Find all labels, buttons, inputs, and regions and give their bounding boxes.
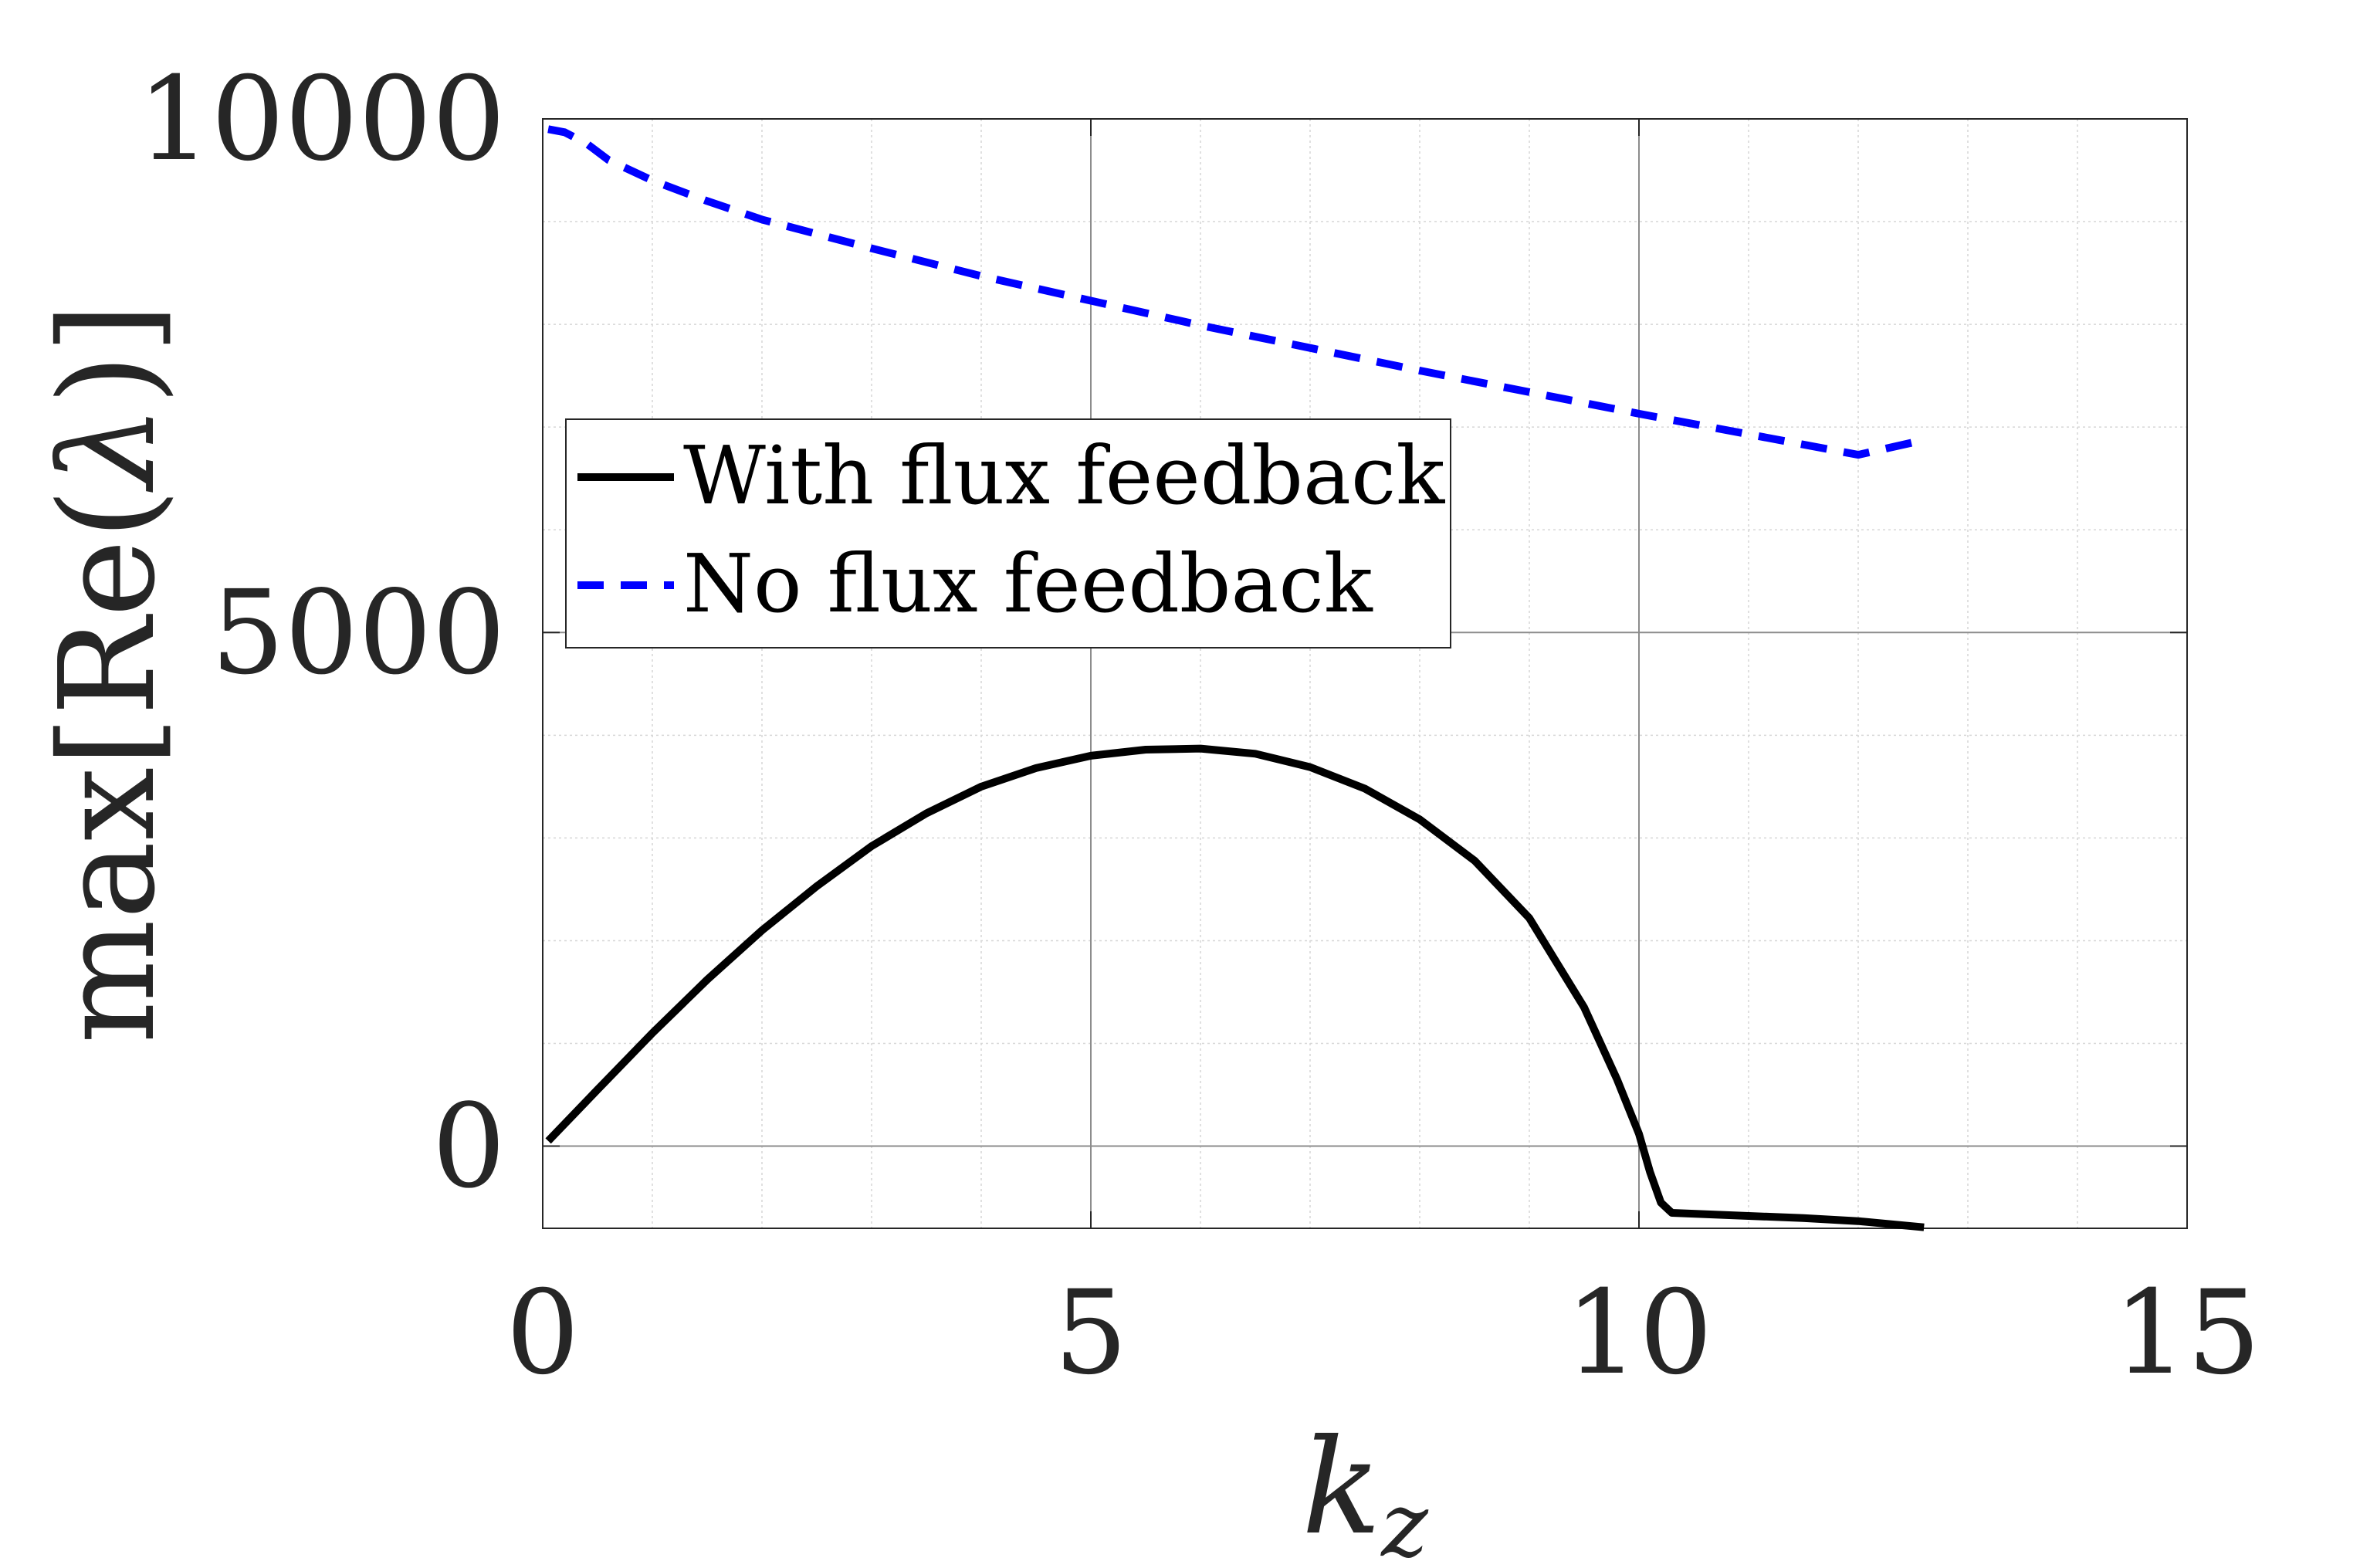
x-axis-label-base: k [1302, 1411, 1381, 1564]
y-tick-label: 5000 [211, 566, 506, 700]
minor-grid [543, 119, 2187, 1228]
series-line-no-flux-feedback [547, 125, 1915, 459]
y-tick-label: 0 [432, 1080, 506, 1214]
x-tick-label: 5 [1054, 1266, 1127, 1400]
y-axis-label-symbol: λ [32, 405, 185, 493]
series-line-with-flux-feedback [545, 744, 1925, 1231]
legend-label-no-flux: No flux feedback [683, 537, 1373, 631]
tick-labels: 0 5 10 15 0 5000 10000 [137, 52, 2261, 1400]
legend: With flux feedback No flux feedback [565, 418, 1451, 649]
y-tick-label: 10000 [137, 52, 506, 187]
y-axis-label-post: )] [32, 303, 185, 405]
legend-label-with-flux: With flux feedback [683, 428, 1445, 523]
axis-ticks [542, 118, 2188, 1228]
y-axis-label-pre: max[Re( [32, 488, 185, 1044]
x-tick-label: 15 [2114, 1266, 2261, 1400]
x-tick-label: 0 [506, 1266, 579, 1400]
y-axis-label: max[Re(λ)] [32, 303, 185, 1044]
x-tick-label: 10 [1566, 1266, 1713, 1400]
x-axis-label-sub: z [1380, 1474, 1429, 1568]
series-layer [545, 125, 1925, 1231]
plot-area-frame [542, 118, 2188, 1229]
major-grid [543, 119, 2187, 1228]
x-axis-label: kz [1302, 1411, 1429, 1568]
legend-box [565, 418, 1451, 649]
